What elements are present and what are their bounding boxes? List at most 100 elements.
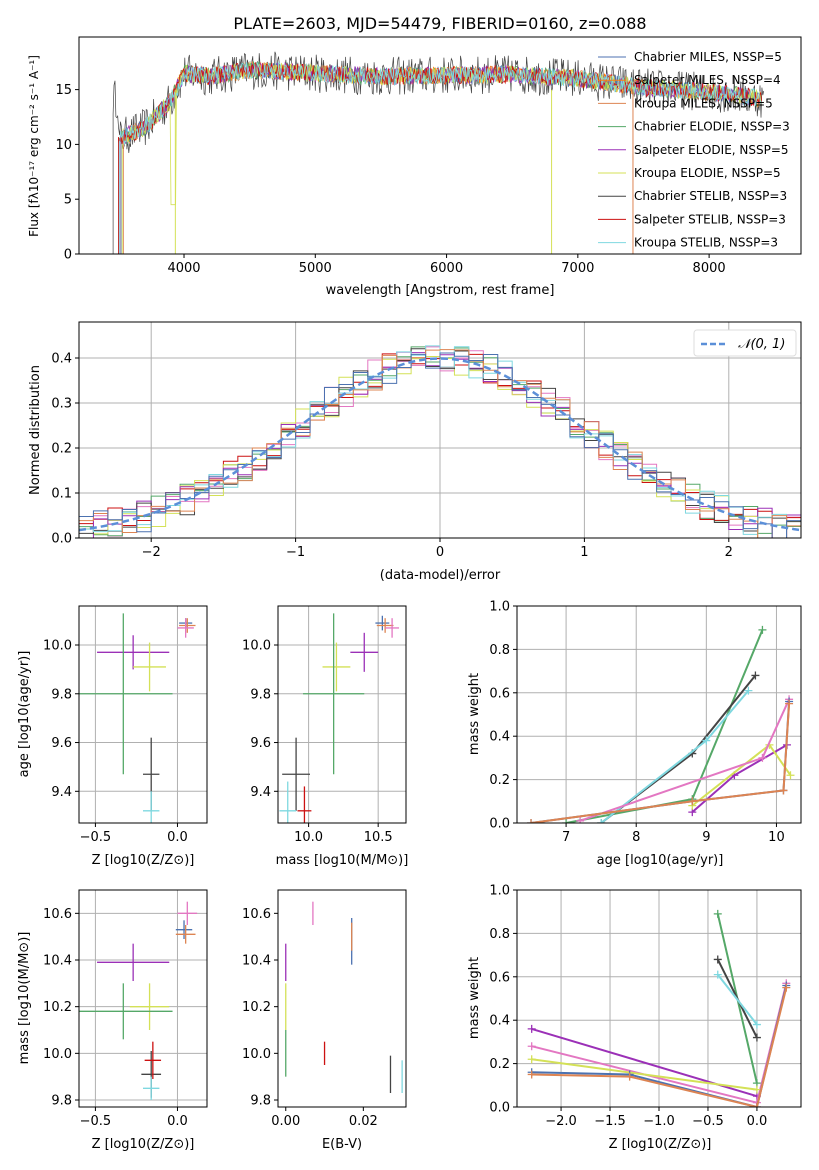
weight-marker	[713, 955, 722, 964]
y-tick-label: 10.0	[43, 1047, 72, 1062]
weight-vs-Z-ylabel: mass weight	[467, 957, 482, 1039]
histogram-step-8	[79, 352, 801, 538]
age-vs-Z-xlabel: Z [log10(Z/Z⊙)]	[92, 853, 195, 868]
y-tick-label: 9.8	[51, 1094, 72, 1109]
spectrum-panel: 4000 5000 6000 7000 8000 0 5 10 15 wavelength [A…	[27, 36, 802, 298]
legend-label-4: Salpeter ELODIE, NSSP=5	[634, 143, 789, 157]
y-tick-label: 9.4	[250, 785, 271, 800]
x-tick-label: 7000	[561, 261, 594, 276]
legend-label-8: Kroupa STELIB, NSSP=3	[634, 236, 778, 250]
x-tick-label: −1.5	[594, 1114, 626, 1129]
y-tick-label: 10.0	[242, 639, 271, 654]
legend-label-2: Kroupa MILES, NSSP=5	[634, 96, 773, 110]
y-tick-label: 9.6	[250, 736, 271, 751]
mass-vs-ebv-panel: 0.00 0.02 9.8 10.0 10.2 10.4 10.6 E(B-V)	[242, 889, 407, 1152]
legend-label-7: Salpeter STELIB, NSSP=3	[634, 212, 786, 226]
weight-marker	[785, 699, 794, 708]
y-tick-label: 10.4	[43, 954, 72, 969]
y-tick-label: 10.0	[43, 639, 72, 654]
weight-marker	[527, 1024, 536, 1033]
y-tick-label: 9.8	[250, 687, 271, 702]
legend-label-3: Chabrier ELODIE, NSSP=3	[634, 120, 790, 134]
x-tick-label: 0.0	[167, 1114, 188, 1129]
age-vs-Z-panel: −0.5 0.0 9.4 9.6 9.8 10.0 Z [log10(Z/Z⊙)] age…	[17, 605, 208, 868]
weight-line-0	[565, 629, 764, 823]
y-tick-label: 0.2	[51, 442, 72, 457]
x-tick-label: 10.0	[294, 830, 323, 845]
weight-marker	[576, 816, 585, 823]
x-tick-label: 10.5	[364, 830, 393, 845]
weight-marker	[713, 909, 722, 918]
x-tick-label: 8000	[693, 261, 726, 276]
weight-marker	[779, 786, 788, 795]
weight-vs-Z-panel: −2.0 −1.5 −1.0 −0.5 0.0 0.0 0.2 0.4 0.6 0.8 1.0 Z …	[467, 884, 802, 1152]
y-tick-label: 10.2	[242, 1000, 271, 1015]
axes-frame	[516, 605, 802, 824]
weight-line-4	[691, 743, 792, 807]
weight-vs-age-ylabel: mass weight	[467, 673, 482, 755]
age-vs-mass-panel: 10.0 10.5 9.4 9.6 9.8 10.0 mass [log10(M/M⊙)]	[242, 605, 408, 868]
weight-marker	[744, 686, 753, 695]
y-tick-label: 10.6	[242, 907, 271, 922]
weight-marker	[782, 983, 791, 992]
weight-marker	[758, 753, 767, 762]
x-tick-label: 4000	[167, 261, 200, 276]
y-tick-label: 0	[64, 248, 72, 263]
y-tick-label: 0.0	[489, 817, 510, 832]
axes-frame	[78, 889, 208, 1108]
mass-vs-ebv-xlabel: E(B-V)	[322, 1137, 362, 1152]
y-tick-label: 1.0	[489, 884, 510, 899]
y-tick-label: 0.0	[51, 532, 72, 547]
histogram-legend: 𝒩(0, 1)	[693, 329, 797, 357]
weight-marker	[713, 970, 722, 979]
y-tick-label: 0.2	[489, 1057, 510, 1072]
y-tick-label: 0.4	[489, 1014, 510, 1029]
weight-marker	[688, 797, 697, 806]
weight-marker	[597, 819, 606, 823]
axes-frame	[78, 36, 802, 255]
x-tick-label: −2	[142, 545, 161, 560]
x-tick-label: −1.0	[643, 1114, 675, 1129]
weight-marker	[758, 625, 767, 634]
y-tick-label: 9.6	[51, 736, 72, 751]
y-tick-label: 0.1	[51, 487, 72, 502]
y-tick-label: 1.0	[489, 600, 510, 615]
x-tick-label: 2	[725, 545, 733, 560]
weight-marker	[562, 819, 571, 823]
x-tick-label: 9	[702, 830, 710, 845]
axes-frame	[277, 605, 407, 824]
weight-marker	[786, 771, 795, 780]
x-tick-label: −0.5	[80, 1114, 112, 1129]
weight-line-3	[531, 1027, 758, 1098]
mass-vs-Z-ylabel: mass [log10(M/M⊙)]	[17, 932, 32, 1065]
weight-marker	[527, 819, 536, 823]
y-tick-label: 0.2	[489, 773, 510, 788]
weight-marker	[527, 1042, 536, 1051]
y-tick-label: 9.8	[250, 1094, 271, 1109]
mass-vs-Z-panel: −0.5 0.0 9.8 10.0 10.2 10.4 10.6 Z [log10(Z/Z⊙…	[17, 889, 208, 1152]
age-vs-Z-ylabel: age [log10(age/yr)]	[17, 651, 32, 778]
weight-marker	[752, 1020, 761, 1029]
x-tick-label: 10	[768, 830, 785, 845]
x-tick-label: −2.0	[545, 1114, 577, 1129]
gaussian-curve	[79, 357, 801, 532]
x-tick-label: 1	[580, 545, 588, 560]
histogram-xlabel: (data-model)/error	[380, 568, 501, 583]
y-tick-label: 0.8	[489, 927, 510, 942]
weight-vs-age-panel: 7 8 9 10 0.0 0.2 0.4 0.6 0.8 1.0 age [log10(age/y…	[467, 600, 802, 868]
y-tick-label: 10	[55, 138, 72, 153]
y-tick-label: 10.6	[43, 907, 72, 922]
gridlines	[79, 606, 207, 823]
histogram-step-7	[79, 349, 801, 538]
x-tick-label: 0.02	[349, 1114, 378, 1129]
x-tick-label: 7	[562, 830, 570, 845]
gaussian-legend-label: 𝒩(0, 1)	[738, 337, 785, 352]
weight-marker	[752, 1033, 761, 1042]
weight-marker	[625, 1072, 634, 1081]
y-tick-label: 0.4	[51, 352, 72, 367]
y-tick-label: 0.6	[489, 686, 510, 701]
spectrum-xlabel: wavelength [Angstrom, rest frame]	[326, 283, 555, 298]
gridlines	[517, 890, 801, 1107]
spectrum-legend: Chabrier MILES, NSSP=5 Salpeter MILES, NS…	[598, 50, 790, 250]
axes-frame	[78, 605, 208, 824]
